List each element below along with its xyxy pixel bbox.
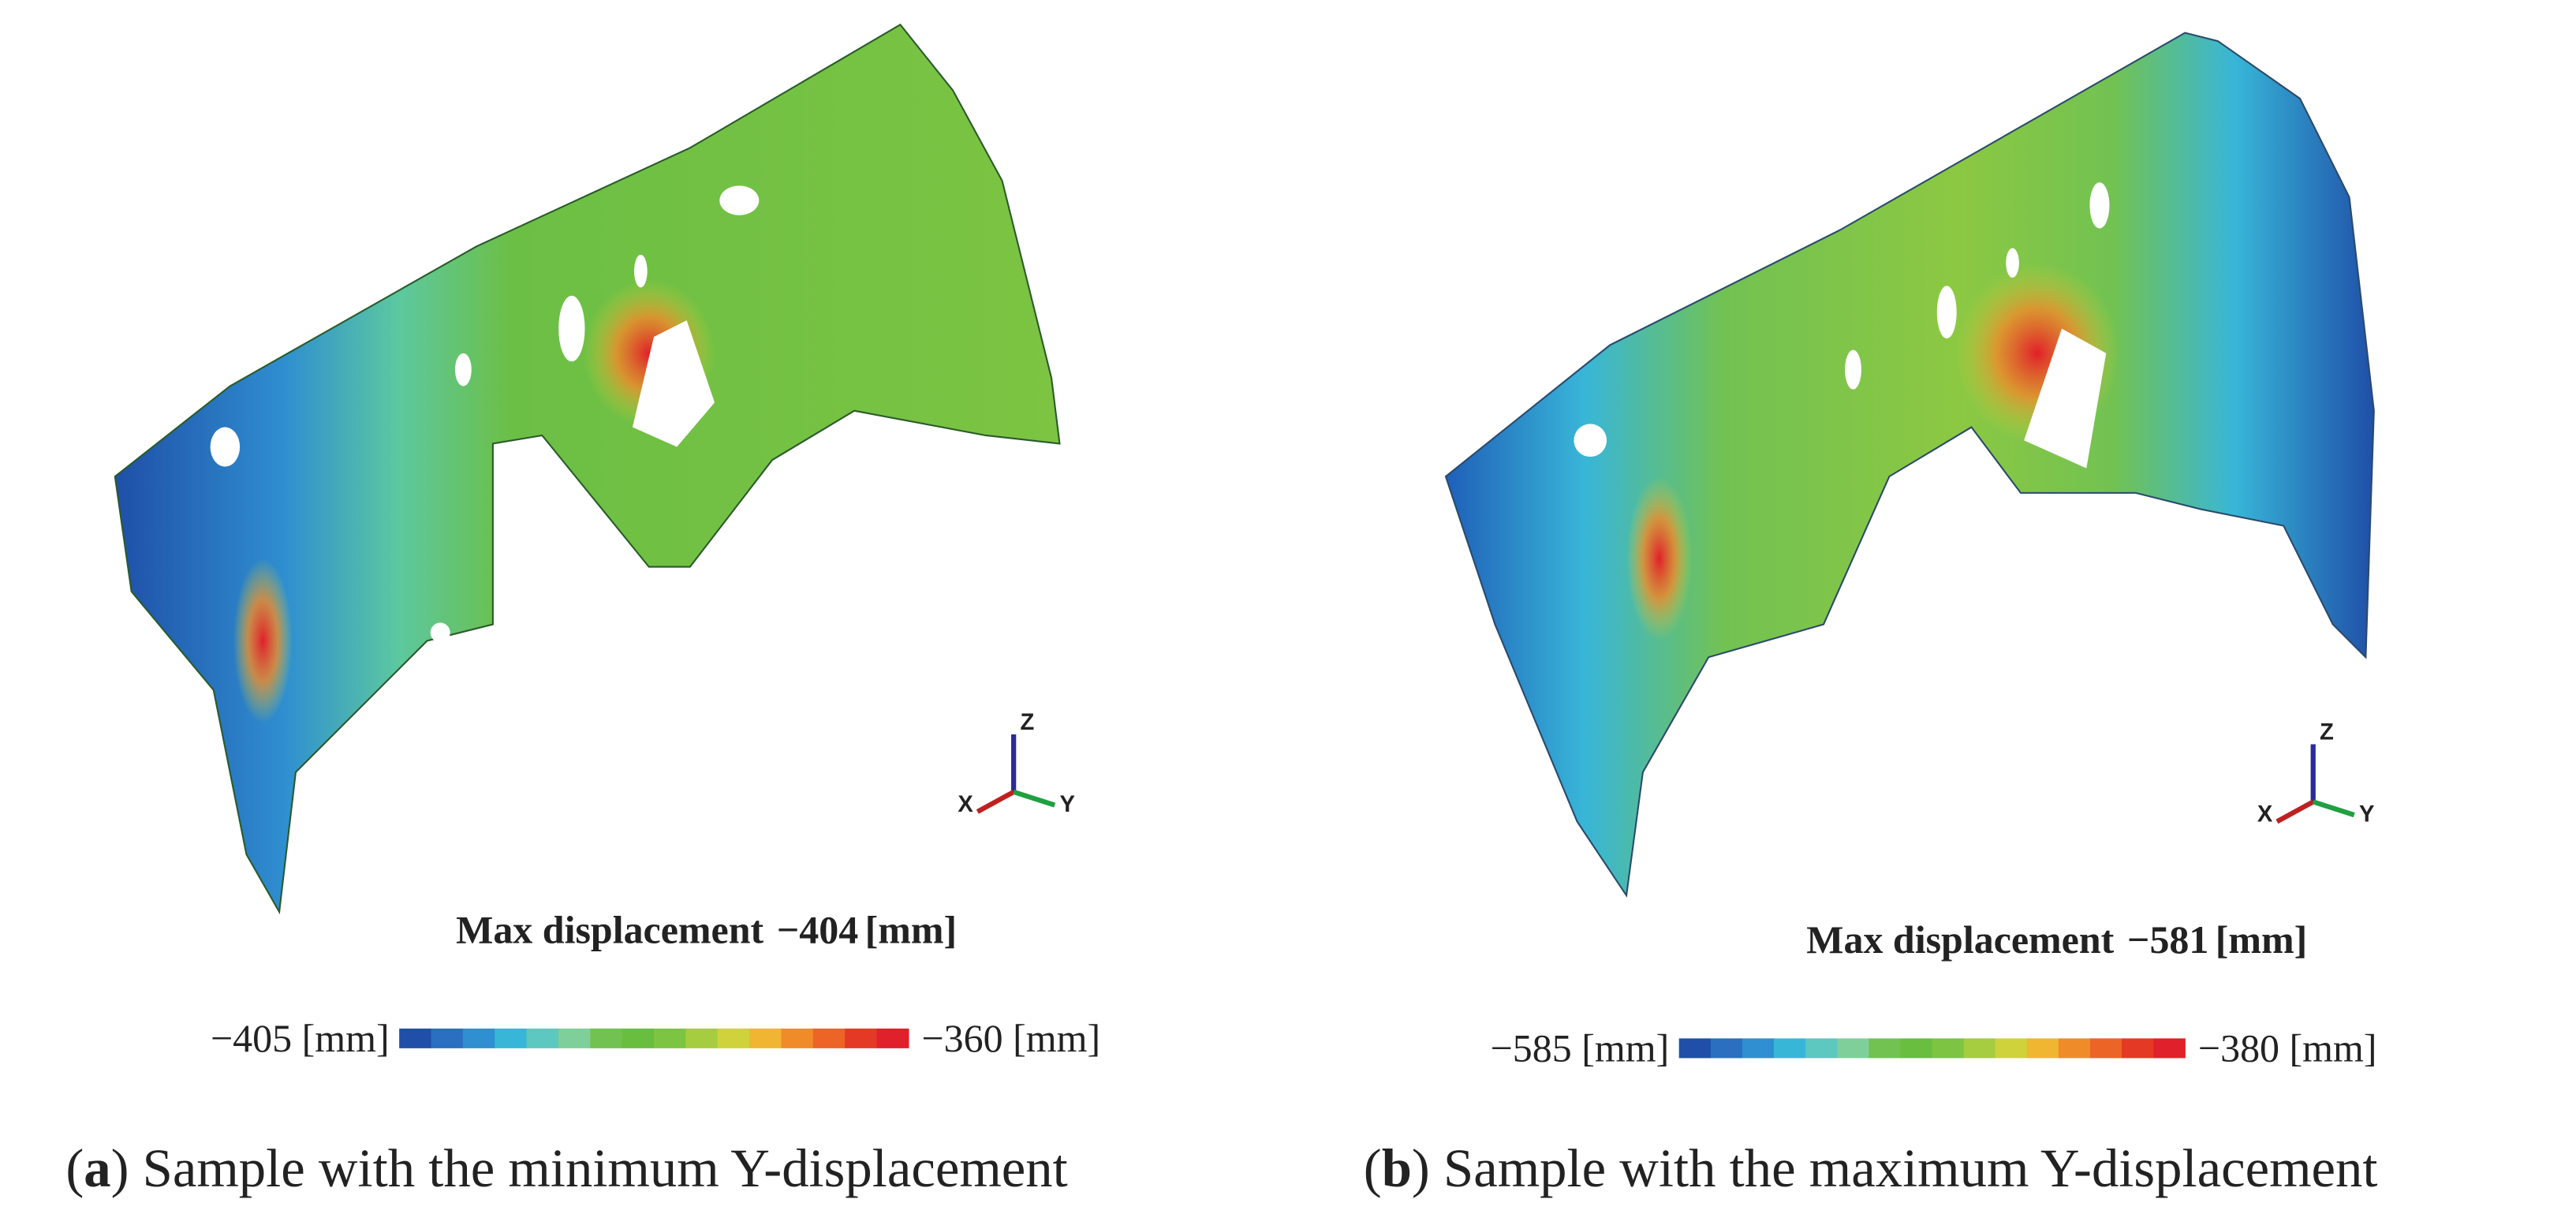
model-a [114, 23, 1061, 915]
colorbar-segment [685, 1028, 719, 1048]
axis-label-x: X [2257, 801, 2273, 827]
colorbar-segment [431, 1028, 464, 1048]
caption-part: b [1382, 1138, 1412, 1198]
colorbar-segment [558, 1028, 591, 1048]
colorbar-min: −405 [mm] [211, 1016, 390, 1060]
max-value: −380 [2198, 1026, 2279, 1070]
title: Max displacement [456, 908, 763, 952]
max-unit: [mm] [2290, 1026, 2377, 1070]
colorbar-segment [2026, 1038, 2059, 1059]
colorbar-segment [1932, 1038, 1965, 1059]
colorbar-segment [717, 1028, 750, 1048]
axis-label-y: Y [2359, 801, 2374, 827]
colorbar-min: −585 [mm] [1491, 1026, 1670, 1070]
max-displacement: Max displacement −581 [mm] [1806, 917, 2307, 962]
min-unit: [mm] [302, 1016, 390, 1060]
max-unit: [mm] [865, 908, 958, 952]
colorbar-segment [2058, 1038, 2091, 1059]
colorbar-segment [749, 1028, 782, 1048]
axis-y [2312, 799, 2355, 818]
panel: Max displacement −404 [mm]−405 [mm] −360 [mm]… [65, 710, 1100, 1198]
colorbar-segment [495, 1028, 528, 1048]
colorbar-segment [2122, 1038, 2154, 1059]
colorbar-segment [399, 1028, 432, 1048]
colorbar-segment [812, 1028, 846, 1048]
max-value: −581 [2127, 917, 2208, 962]
title: Max displacement [1806, 917, 2114, 962]
colorbar-max: −380 [mm] [2198, 1026, 2377, 1070]
colorbar-segment [653, 1028, 686, 1048]
caption-part: a [84, 1138, 110, 1198]
caption: (a) Sample with the minimum Y-displaceme… [65, 1138, 1067, 1198]
max-unit: [mm] [2216, 917, 2308, 962]
colorbar-segment [590, 1028, 623, 1048]
caption-part: ) Sample with the minimum Y-displacement [111, 1138, 1068, 1198]
min-unit: [mm] [1581, 1026, 1669, 1070]
caption-part: ) Sample with the maximum Y-displacement [1412, 1138, 2378, 1198]
axis-x [976, 790, 1015, 814]
max-displacement: Max displacement −404 [mm] [456, 908, 957, 952]
axis-label-z: Z [2320, 719, 2334, 745]
colorbar-segment [622, 1028, 655, 1048]
min-value: −585 [1491, 1026, 1572, 1070]
axis-label-y: Y [1059, 792, 1074, 817]
max-value: −404 [777, 908, 858, 952]
colorbar-segment [1774, 1038, 1806, 1059]
model-b [1444, 32, 2375, 898]
axis-x [2275, 799, 2315, 824]
max-unit: [mm] [1013, 1016, 1100, 1060]
colorbar-segment [1742, 1038, 1775, 1059]
colorbar-segment [1805, 1038, 1838, 1059]
colorbar-segment [2153, 1038, 2186, 1059]
colorbar-segment [1869, 1038, 1902, 1059]
colorbar-segment [876, 1028, 909, 1048]
min-value: −405 [211, 1016, 292, 1060]
colorbar-segment [462, 1028, 495, 1048]
colorbar-segment [1995, 1038, 2028, 1059]
colorbar-segment [1900, 1038, 1933, 1059]
colorbar-max: −360 [mm] [922, 1016, 1101, 1060]
colorbar-segment [1710, 1038, 1743, 1059]
max-value: −360 [922, 1016, 1003, 1060]
colorbar-segment [1678, 1038, 1712, 1059]
colorbar-segment [845, 1028, 878, 1048]
axis-label-z: Z [1020, 710, 1034, 735]
axis-y [1013, 789, 1056, 808]
colorbar-segment [1963, 1038, 1996, 1059]
colorbar-segment [781, 1028, 814, 1048]
caption: (b) Sample with the maximum Y-displaceme… [1364, 1138, 2378, 1198]
caption-part: ( [65, 1138, 84, 1198]
colorbar-segment [526, 1028, 559, 1048]
caption-part: ( [1364, 1138, 1382, 1198]
figure-content: Max displacement −404 [mm]−405 [mm] −360 [mm]… [65, 23, 2378, 1198]
panel: Max displacement −581 [mm]−585 [mm] −380 [mm]… [1364, 719, 2378, 1198]
colorbar-segment [2089, 1038, 2122, 1059]
axis-label-x: X [958, 792, 973, 817]
colorbar-segment [1837, 1038, 1869, 1059]
